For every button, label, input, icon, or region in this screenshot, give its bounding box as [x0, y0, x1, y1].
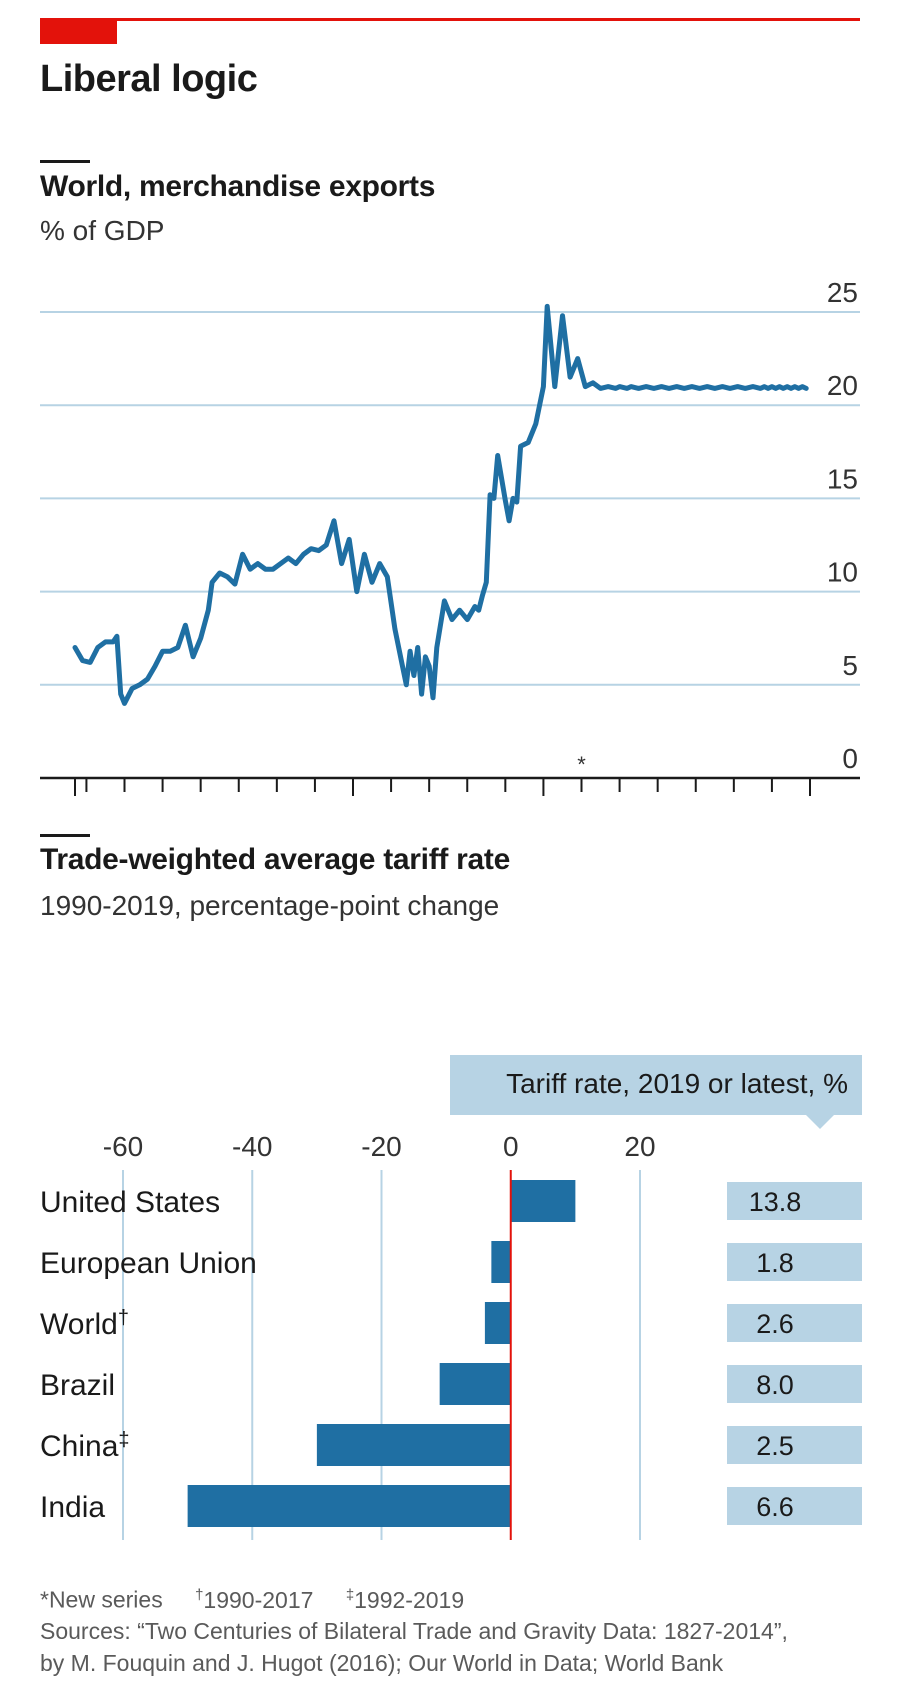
chart2-subtitle: 1990-2019, percentage-point change — [40, 890, 500, 921]
footnote-dagger: 1990-2017 — [203, 1586, 314, 1613]
chart2-tariff-value: 6.6 — [756, 1492, 794, 1522]
chart1-series-line — [72, 303, 809, 706]
chart2-bar — [187, 1485, 511, 1527]
chart2-category-footnote-mark: † — [118, 1307, 129, 1329]
sources-line-1: Sources: “Two Centuries of Bilateral Tra… — [40, 1618, 788, 1644]
chart2-tariff-box — [727, 1487, 862, 1525]
chart1-y-tick-label: 15 — [827, 463, 858, 494]
chart2-tariff-box — [727, 1365, 862, 1403]
chart1-y-tick-label: 5 — [842, 650, 858, 681]
chart1-dash — [40, 160, 90, 163]
top-rule — [40, 18, 860, 21]
chart2-tariff-box — [727, 1243, 862, 1281]
chart2-tariff-box — [727, 1426, 862, 1464]
chart2-tariff-value: 2.5 — [756, 1431, 794, 1461]
chart2-title: Trade-weighted average tariff rate — [40, 843, 510, 876]
chart1-y-tick-label: 0 — [842, 743, 858, 774]
chart2-bar — [484, 1302, 511, 1344]
tariff-rate-pointer — [806, 1115, 834, 1129]
chart2-svg: -60 -40 -20 0 20 United States 13.8 European Un… — [40, 1131, 862, 1540]
chart2-tariff-box — [727, 1304, 862, 1342]
footnote-ddagger-mark: ‡ — [345, 1586, 355, 1603]
page-title: Liberal logic — [40, 58, 258, 100]
footnote-new-series: *New series — [40, 1586, 163, 1613]
chart2-x-tick-label: -40 — [232, 1131, 272, 1162]
chart1-svg: 051015202518271900502020* — [40, 277, 860, 796]
chart2-bar — [439, 1363, 511, 1405]
chart2-tariff-value: 1.8 — [756, 1248, 794, 1278]
chart2-dash — [40, 834, 90, 837]
chart2-bar — [316, 1424, 511, 1466]
chart2-bar — [491, 1241, 511, 1283]
chart2-category-label: India — [40, 1491, 105, 1524]
chart2-x-tick-label: 20 — [624, 1131, 655, 1162]
tariff-rate-header: Tariff rate, 2019 or latest, % — [506, 1068, 848, 1099]
footnote-line: *New series †1990-2017 ‡1992-2019 — [40, 1586, 464, 1614]
sources-line-2: by M. Fouquin and J. Hugot (2016); Our W… — [40, 1650, 724, 1676]
chart2-category-footnote-mark: ‡ — [118, 1429, 129, 1451]
footnote-ddagger: 1992-2019 — [354, 1586, 465, 1613]
chart2-x-tick-label: -20 — [361, 1131, 401, 1162]
tariff-rate-label-box: Tariff rate, 2019 or latest, % — [450, 1055, 862, 1129]
chart2-x-tick-label: 0 — [503, 1131, 519, 1162]
chart2-category-label: Brazil — [40, 1369, 115, 1402]
chart2-tariff-value: 13.8 — [749, 1187, 802, 1217]
chart2-tariff-box — [727, 1182, 862, 1220]
chart2-tariff-value: 8.0 — [756, 1370, 794, 1400]
brand-tab — [40, 18, 117, 44]
chart1-y-tick-label: 20 — [827, 370, 858, 401]
chart2-category-label: United States — [40, 1186, 220, 1219]
chart1-title: World, merchandise exports — [40, 170, 436, 203]
chart2-category-label: World† — [40, 1307, 129, 1341]
footnote-dagger-mark: † — [195, 1586, 204, 1603]
chart1-y-tick-label: 25 — [827, 277, 858, 308]
chart1-new-series-marker: * — [577, 752, 586, 777]
chart2-x-tick-label: -60 — [103, 1131, 143, 1162]
chart2-bar — [510, 1180, 576, 1222]
chart2-category-label: European Union — [40, 1247, 257, 1280]
chart1-subtitle: % of GDP — [40, 215, 165, 246]
chart2-category-label: China‡ — [40, 1429, 130, 1463]
chart2-tariff-value: 2.6 — [756, 1309, 794, 1339]
chart1-y-tick-label: 10 — [827, 557, 858, 588]
